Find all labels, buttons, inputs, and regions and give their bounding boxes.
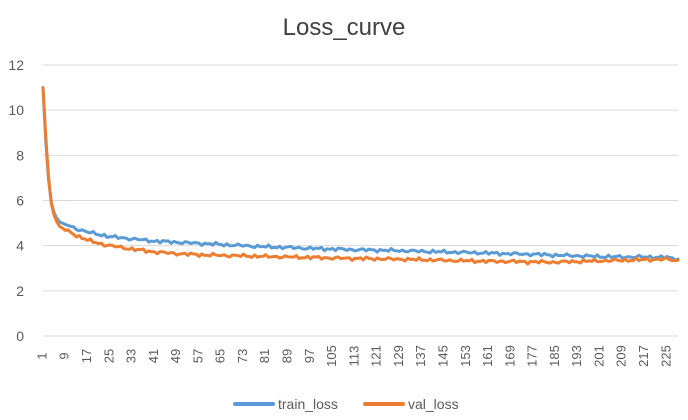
- y-tick-label: 10: [8, 102, 24, 118]
- x-tick-label: 137: [413, 345, 428, 367]
- series-line-train-loss: [41, 86, 680, 262]
- x-tick-label: 161: [480, 345, 495, 367]
- x-tick-label: 1: [34, 352, 49, 359]
- series-line-val-loss: [41, 86, 680, 266]
- x-tick-label: 41: [146, 349, 161, 363]
- legend: train_loss val_loss: [233, 396, 459, 412]
- x-tick-label: 17: [79, 349, 94, 363]
- x-tick-label: 97: [302, 349, 317, 363]
- x-tick-label: 89: [280, 349, 295, 363]
- x-tick-label: 121: [369, 345, 384, 367]
- x-tick-label: 113: [346, 346, 361, 367]
- x-tick-label: 217: [636, 345, 651, 367]
- x-tick-label: 185: [547, 345, 562, 367]
- y-tick-label: 8: [16, 147, 24, 163]
- y-tick-label: 2: [16, 283, 24, 299]
- y-tick-label: 4: [16, 238, 24, 254]
- x-tick-label: 105: [324, 345, 339, 367]
- legend-label-train-loss: train_loss: [278, 396, 338, 412]
- chart-title: Loss_curve: [283, 14, 406, 41]
- y-tick-label: 12: [8, 57, 24, 73]
- x-tick-label: 129: [391, 345, 406, 367]
- x-tick-label: 177: [525, 345, 540, 367]
- x-tick-label: 57: [190, 349, 205, 363]
- x-tick-label: 49: [168, 349, 183, 363]
- x-tick-label: 169: [502, 345, 517, 367]
- x-tick-label: 73: [235, 349, 250, 363]
- x-tick-label: 145: [435, 345, 450, 367]
- x-tick-label: 25: [101, 349, 116, 363]
- y-tick-label: 0: [16, 328, 24, 344]
- x-tick-label: 81: [257, 349, 272, 363]
- x-tick-label: 65: [213, 349, 228, 363]
- y-tick-label: 6: [16, 193, 24, 209]
- legend-label-val-loss: val_loss: [408, 396, 459, 412]
- x-tick-label: 153: [458, 345, 473, 367]
- x-tick-label: 225: [658, 345, 673, 367]
- x-tick-label: 193: [569, 345, 584, 367]
- x-tick-label: 209: [614, 345, 629, 367]
- x-tick-label: 9: [57, 352, 72, 359]
- x-tick-label: 201: [591, 345, 606, 367]
- x-tick-label: 33: [124, 349, 139, 363]
